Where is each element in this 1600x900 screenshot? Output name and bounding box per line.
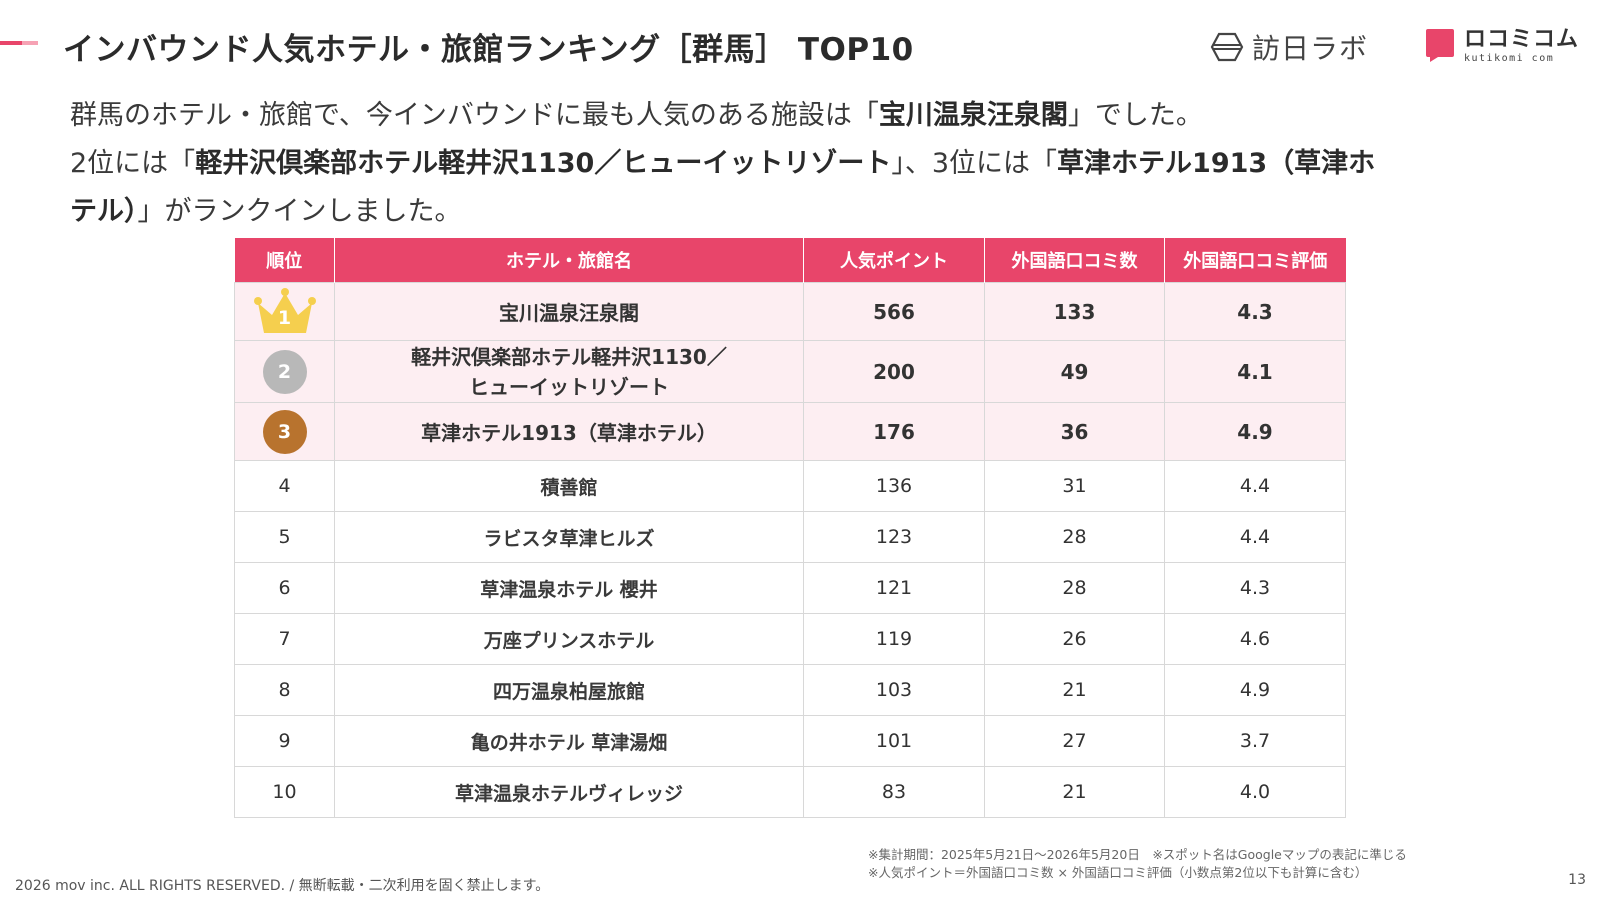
table-row: 1 宝川温泉汪泉閣 566 133 4.3 — [234, 282, 1346, 341]
intro-paragraph: 群馬のホテル・旅館で、今インバウンドに最も人気のある施設は「宝川温泉汪泉閣」でし… — [70, 92, 1530, 236]
review-rating-cell: 3.7 — [1164, 715, 1346, 767]
points-cell: 83 — [803, 766, 985, 818]
footnotes: ※集計期間：2025年5月21日〜2026年5月20日 ※スポット名はGoogl… — [868, 846, 1407, 882]
page-title: インバウンド人気ホテル・旅館ランキング［群馬］ TOP10 — [63, 32, 914, 68]
hotel-name-cell: 草津ホテル1913（草津ホテル） — [334, 402, 804, 461]
hotel-name-cell: 亀の井ホテル 草津湯畑 — [334, 715, 804, 767]
review-count-cell: 28 — [984, 511, 1165, 563]
title-accent-bar — [0, 41, 38, 45]
speech-bubble-logo-icon — [1426, 29, 1454, 62]
review-rating-cell: 4.6 — [1164, 613, 1346, 665]
intro-line-2: 2位には「軽井沢倶楽部ホテル軽井沢1130／ヒューイットリゾート」、3位には「草… — [70, 148, 1376, 179]
review-count-cell: 28 — [984, 562, 1165, 614]
table-row: 5 ラビスタ草津ヒルズ 123 28 4.4 — [234, 511, 1346, 563]
kutikomi-logo-subtext: kutikomi com — [1464, 53, 1555, 64]
review-rating-cell: 4.3 — [1164, 562, 1346, 614]
table-row: 7 万座プリンスホテル 119 26 4.6 — [234, 613, 1346, 665]
hotel-name-cell: 草津温泉ホテル 櫻井 — [334, 562, 804, 614]
column-header-name: ホテル・旅館名 — [334, 238, 804, 283]
points-cell: 103 — [803, 664, 985, 716]
column-header-rank: 順位 — [234, 238, 335, 283]
points-cell: 119 — [803, 613, 985, 665]
column-header-review-rating: 外国語口コミ評価 — [1164, 238, 1346, 283]
table-row: 4 積善館 136 31 4.4 — [234, 460, 1346, 512]
rank-number: 3 — [277, 420, 292, 443]
rank-cell: 6 — [234, 562, 335, 614]
rank-number: 2 — [277, 360, 292, 383]
review-rating-cell: 4.3 — [1164, 282, 1346, 341]
review-rating-cell: 4.9 — [1164, 402, 1346, 461]
intro-line-1: 群馬のホテル・旅館で、今インバウンドに最も人気のある施設は「宝川温泉汪泉閣」でし… — [70, 100, 1203, 131]
review-count-cell: 21 — [984, 664, 1165, 716]
points-cell: 200 — [803, 340, 985, 403]
rank-cell: 9 — [234, 715, 335, 767]
table-row: 3 草津ホテル1913（草津ホテル） 176 36 4.9 — [234, 402, 1346, 461]
rank-cell: 3 — [234, 402, 335, 461]
hotel-name-cell: 万座プリンスホテル — [334, 613, 804, 665]
table-row: 10 草津温泉ホテルヴィレッジ 83 21 4.0 — [234, 766, 1346, 818]
points-cell: 121 — [803, 562, 985, 614]
intro-line-3: テル）」がランクインしました。 — [70, 196, 462, 227]
hotel-name-cell: 四万温泉柏屋旅館 — [334, 664, 804, 716]
review-count-cell: 26 — [984, 613, 1165, 665]
table-header-row: 順位 ホテル・旅館名 人気ポイント 外国語口コミ数 外国語口コミ評価 — [234, 238, 1346, 283]
points-cell: 123 — [803, 511, 985, 563]
hotel-name-cell: ラビスタ草津ヒルズ — [334, 511, 804, 563]
ranking-table: 順位 ホテル・旅館名 人気ポイント 外国語口コミ数 外国語口コミ評価 1 宝 — [234, 238, 1346, 818]
review-rating-cell: 4.4 — [1164, 460, 1346, 512]
review-count-cell: 31 — [984, 460, 1165, 512]
hotel-name-highlight: 宝川温泉汪泉閣 — [878, 100, 1068, 131]
hotel-name-highlight: 草津ホテル1913（草津ホ — [1057, 148, 1376, 179]
review-rating-cell: 4.1 — [1164, 340, 1346, 403]
points-cell: 101 — [803, 715, 985, 767]
table-row: 8 四万温泉柏屋旅館 103 21 4.9 — [234, 664, 1346, 716]
rank-cell: 2 — [234, 340, 335, 403]
houjin-labo-logo-text: 訪日ラボ — [1252, 32, 1369, 65]
footnote-period: ※集計期間：2025年5月21日〜2026年5月20日 ※スポット名はGoogl… — [868, 847, 1407, 862]
kutikomi-logo-text: ロコミコム — [1464, 27, 1580, 52]
review-rating-cell: 4.9 — [1164, 664, 1346, 716]
review-count-cell: 27 — [984, 715, 1165, 767]
points-cell: 176 — [803, 402, 985, 461]
table-row: 2 軽井沢倶楽部ホテル軽井沢1130／ ヒューイットリゾート 200 49 4.… — [234, 340, 1346, 403]
copyright: 2026 mov inc. ALL RIGHTS RESERVED. / 無断転… — [15, 878, 550, 894]
rank-cell: 7 — [234, 613, 335, 665]
review-count-cell: 36 — [984, 402, 1165, 461]
rank-cell: 8 — [234, 664, 335, 716]
bronze-medal-icon: 3 — [262, 409, 307, 454]
hotel-name-highlight: テル） — [70, 196, 138, 227]
page-number: 13 — [1568, 872, 1586, 888]
column-header-review-count: 外国語口コミ数 — [984, 238, 1165, 283]
silver-medal-icon: 2 — [262, 349, 307, 394]
rank-cell: 1 — [234, 282, 335, 341]
hotel-name-highlight: 軽井沢倶楽部ホテル軽井沢1130／ヒューイットリゾート — [195, 148, 892, 179]
review-count-cell: 49 — [984, 340, 1165, 403]
review-count-cell: 133 — [984, 282, 1165, 341]
points-cell: 566 — [803, 282, 985, 341]
review-rating-cell: 4.0 — [1164, 766, 1346, 818]
rank-number: 1 — [277, 306, 292, 329]
review-rating-cell: 4.4 — [1164, 511, 1346, 563]
table-row: 9 亀の井ホテル 草津湯畑 101 27 3.7 — [234, 715, 1346, 767]
points-cell: 136 — [803, 460, 985, 512]
hotel-name-cell: 宝川温泉汪泉閣 — [334, 282, 804, 341]
hotel-name-cell: 積善館 — [334, 460, 804, 512]
hotel-name-cell: 草津温泉ホテルヴィレッジ — [334, 766, 804, 818]
table-row: 6 草津温泉ホテル 櫻井 121 28 4.3 — [234, 562, 1346, 614]
rank-cell: 5 — [234, 511, 335, 563]
kutikomi-logo: ロコミコム kutikomi com — [1424, 27, 1579, 64]
rank-cell: 10 — [234, 766, 335, 818]
review-count-cell: 21 — [984, 766, 1165, 818]
rank-cell: 4 — [234, 460, 335, 512]
hexagon-logo-icon — [1210, 32, 1244, 62]
gold-crown-icon: 1 — [252, 287, 318, 337]
houjin-labo-logo: 訪日ラボ — [1210, 27, 1368, 67]
hotel-name-cell: 軽井沢倶楽部ホテル軽井沢1130／ ヒューイットリゾート — [334, 340, 804, 403]
column-header-points: 人気ポイント — [803, 238, 985, 283]
footnote-formula: ※人気ポイント＝外国語口コミ数 × 外国語口コミ評価（小数点第2位以下も計算に含… — [868, 865, 1368, 880]
